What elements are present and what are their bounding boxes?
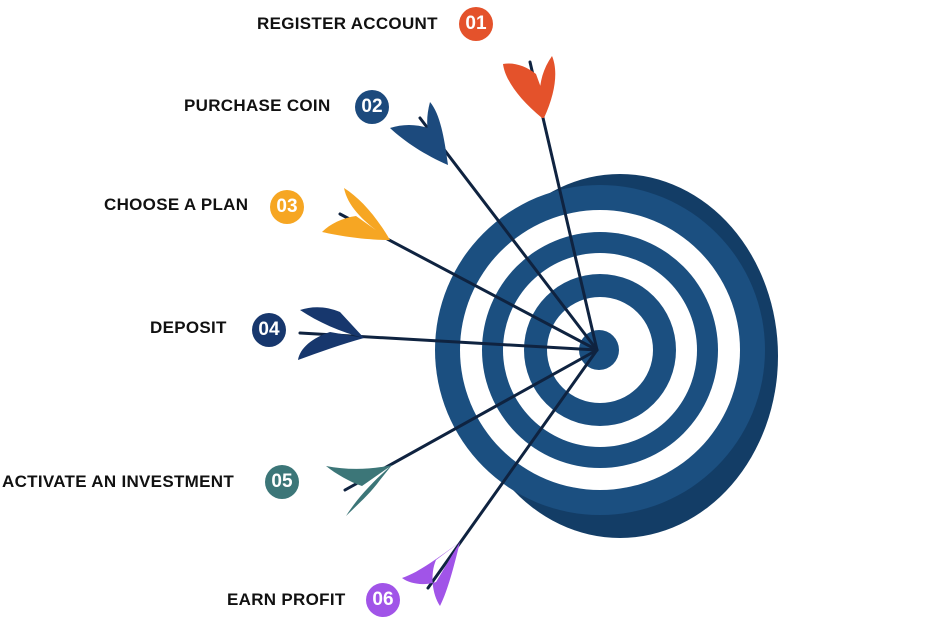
step-number-badge-02: 02 (355, 90, 389, 124)
target-board (435, 174, 778, 538)
step-label-01: REGISTER ACCOUNT (257, 14, 438, 33)
step-number-badge-06: 06 (366, 583, 400, 617)
step-label-06: EARN PROFIT (227, 590, 346, 609)
arrow-fletching-03 (322, 188, 390, 240)
arrow-fletching-05 (326, 465, 392, 516)
step-number-badge-01: 01 (459, 7, 493, 41)
arrow-fletchings (298, 56, 556, 606)
step-number-badge-05: 05 (265, 465, 299, 499)
step-number-badge-04: 04 (252, 313, 286, 347)
arrow-fletching-01 (503, 56, 556, 118)
step-label-02: PURCHASE COIN (184, 96, 331, 115)
arrow-fletching-04 (298, 307, 364, 360)
arrow-shaft-06 (426, 348, 599, 590)
arrow-fletching-02 (390, 102, 448, 165)
step-label-05: ACTIVATE AN INVESTMENT (2, 472, 235, 491)
step-number-badge-03: 03 (270, 190, 304, 224)
arrow-fletching-06 (402, 542, 460, 606)
step-label-03: CHOOSE A PLAN (104, 195, 249, 214)
step-label-04: DEPOSIT (150, 318, 227, 337)
arrow-shaft-02 (418, 116, 599, 352)
